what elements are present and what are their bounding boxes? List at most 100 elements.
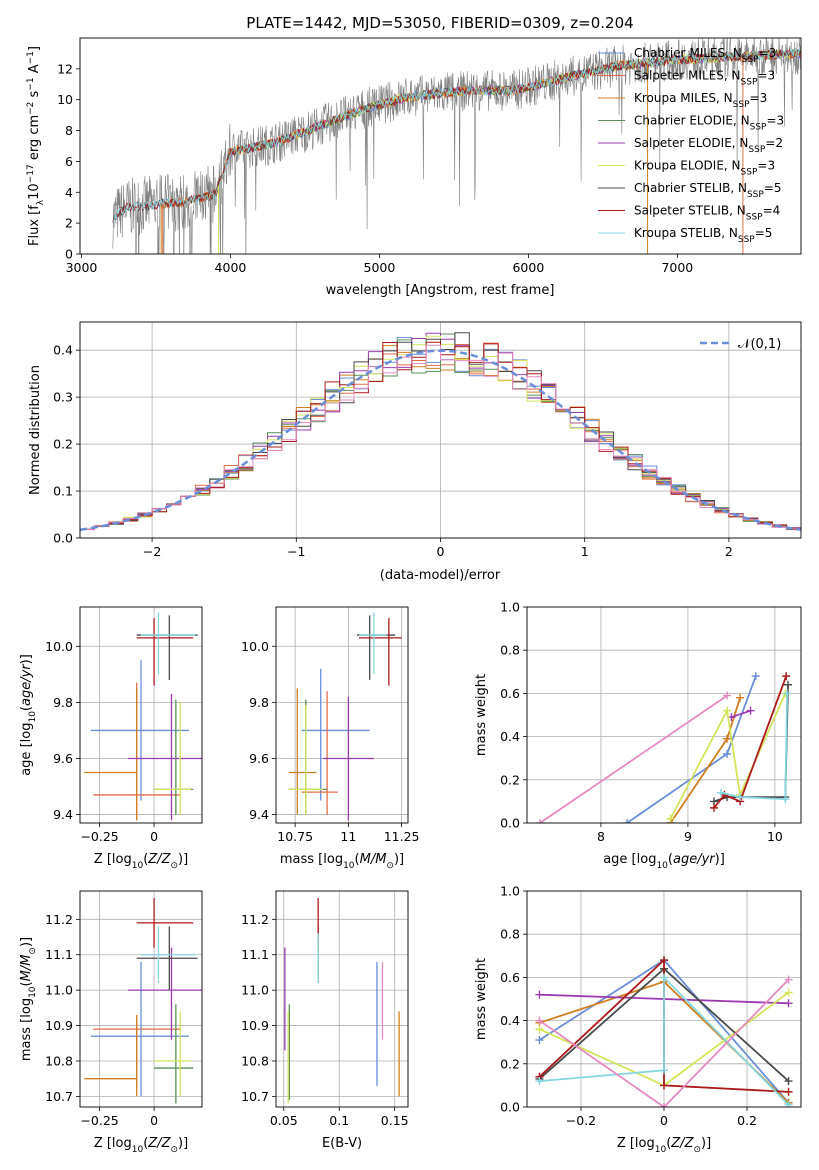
x-tick-label: 0 xyxy=(150,829,158,844)
y-tick-label: 0.1 xyxy=(53,484,73,499)
axes-frame xyxy=(79,321,802,539)
y-tick-label: 0.4 xyxy=(500,1013,520,1028)
x-axis-label: wavelength [Angstrom, rest frame] xyxy=(326,283,555,298)
plus-marker xyxy=(784,988,793,997)
y-tick-label: 10.8 xyxy=(45,1053,73,1068)
mass-weight-vs-age-panel: 8 9 10 0.0 0.2 0.4 0.6 0.8 1.0 age [log10(age/yr)… xyxy=(474,600,802,871)
x-tick-label: −0.2 xyxy=(566,1113,596,1128)
plus-marker xyxy=(723,734,732,743)
y-axis-label: Normed distribution xyxy=(28,365,43,495)
y-tick-label: 0.3 xyxy=(53,390,73,405)
legend-entry: Chabrier STELIB, NSSP=5 xyxy=(634,181,782,200)
plus-marker xyxy=(535,1036,544,1045)
plus-marker xyxy=(660,973,668,982)
axes-frame xyxy=(79,890,203,1108)
spectrum-legend: Chabrier MILES, NSSP=3 Salpeter MILES, NS… xyxy=(598,46,784,245)
plus-marker xyxy=(736,693,745,702)
y-tick-label: 11.1 xyxy=(241,947,269,962)
mass-weight-line xyxy=(539,694,728,823)
mass-weight-line xyxy=(713,675,788,809)
y-tick-label: 0 xyxy=(65,247,73,262)
plus-marker xyxy=(784,1077,793,1086)
mass-weight-line xyxy=(539,975,790,1106)
plus-marker xyxy=(710,803,719,812)
spectrum-panel: 3000 4000 5000 6000 7000 0 2 4 6 8 10 12 wavelength … xyxy=(26,37,802,298)
x-tick-label: 8 xyxy=(597,829,605,844)
y-axis-label: mass [log10(M/M⊙)] xyxy=(19,937,38,1061)
x-axis-label: age [log10(age/yr)] xyxy=(603,852,725,871)
x-axis-label: Z [log10(Z/Z⊙)] xyxy=(94,852,188,871)
y-axis-label: Flux [fλ10−17 erg cm−2 s−1 A−1] xyxy=(26,46,46,246)
plus-marker xyxy=(782,672,791,681)
y-tick-label: 9.6 xyxy=(249,751,269,766)
y-tick-label: 10.9 xyxy=(241,1018,269,1033)
x-tick-label: 11.25 xyxy=(384,829,420,844)
plus-marker xyxy=(723,691,732,700)
plot-area-age-vs-Z xyxy=(84,612,202,821)
x-tick-label: −0.25 xyxy=(80,829,118,844)
plot-area-residuals xyxy=(80,332,801,532)
mass-vs-Z-panel: −0.25 0 10.7 10.8 10.9 11.0 11.1 11.2 Z [log10(Z… xyxy=(19,890,203,1155)
axes-frame xyxy=(79,37,802,255)
x-tick-label: 1 xyxy=(581,544,589,559)
y-tick-label: 0.4 xyxy=(53,343,73,358)
figure-title: PLATE=1442, MJD=53050, FIBERID=0309, z=0… xyxy=(246,14,633,32)
plus-marker xyxy=(784,1087,793,1096)
axes-frame xyxy=(79,606,203,824)
mass-vs-ebv-panel: 0.05 0.1 0.15 10.7 10.8 10.9 11.0 11.1 11.2 E(B-V… xyxy=(241,890,409,1151)
plus-marker xyxy=(784,1100,793,1107)
y-tick-label: 4 xyxy=(65,185,73,200)
x-tick-label: 0.15 xyxy=(381,1113,409,1128)
legend-entry: Chabrier ELODIE, NSSP=3 xyxy=(634,114,784,133)
x-axis-label: mass [log10(M/M⊙)] xyxy=(280,852,404,871)
y-tick-label: 1.0 xyxy=(500,600,520,615)
x-tick-label: 11 xyxy=(340,829,356,844)
plus-marker xyxy=(716,788,725,797)
x-tick-label: 0 xyxy=(660,1113,668,1128)
x-axis-label: E(B-V) xyxy=(322,1136,362,1151)
plus-marker xyxy=(536,819,545,823)
y-tick-label: 12 xyxy=(57,61,73,76)
legend-entry: Salpeter MILES, NSSP=3 xyxy=(634,69,775,88)
x-axis-label: Z [log10(Z/Z⊙)] xyxy=(94,1136,188,1155)
y-tick-label: 8 xyxy=(65,123,73,138)
y-tick-label: 0.8 xyxy=(500,927,520,942)
legend-entry: Kroupa MILES, NSSP=3 xyxy=(634,91,767,110)
legend-entry: Kroupa STELIB, NSSP=5 xyxy=(634,226,772,245)
y-tick-label: 10.9 xyxy=(45,1018,73,1033)
plot-area-mass-vs-ebv xyxy=(284,898,400,1104)
x-tick-label: 0.05 xyxy=(270,1113,298,1128)
y-axis-label: mass weight xyxy=(474,674,489,756)
plus-marker xyxy=(723,749,732,758)
axes-frame xyxy=(526,606,802,824)
y-tick-label: 9.8 xyxy=(249,695,269,710)
x-axis-label: Z [log10(Z/Z⊙)] xyxy=(617,1136,711,1155)
plus-marker xyxy=(535,1077,544,1086)
x-tick-label: 4000 xyxy=(215,260,247,275)
y-tick-label: 10.7 xyxy=(241,1089,269,1104)
plus-marker xyxy=(783,689,792,698)
plot-area-mass-weight-vs-Z xyxy=(535,956,793,1107)
x-tick-label: 0 xyxy=(437,544,445,559)
plus-marker xyxy=(535,1025,544,1034)
plot-area-spectrum xyxy=(112,38,801,254)
plus-marker xyxy=(784,999,793,1008)
plus-marker xyxy=(666,814,675,823)
y-axis-label: age [log10(age/yr)] xyxy=(19,654,38,776)
y-tick-label: 11.1 xyxy=(45,947,73,962)
y-tick-label: 10.0 xyxy=(45,639,73,654)
y-tick-label: 0.6 xyxy=(500,970,520,985)
model-line-salpeter-stelib xyxy=(112,48,801,224)
x-tick-label: −1 xyxy=(287,544,305,559)
mass-weight-line xyxy=(538,978,790,1107)
residuals-panel: −2 −1 0 1 2 0.0 0.1 0.2 0.3 0.4 (data-model)/error… xyxy=(28,321,802,583)
plus-marker xyxy=(623,819,632,823)
legend-entry: 𝒩(0,1) xyxy=(738,337,781,352)
legend-entry: Chabrier MILES, NSSP=3 xyxy=(634,46,776,65)
axes-frame xyxy=(526,890,802,1108)
x-tick-label: 9 xyxy=(684,829,692,844)
y-tick-label: 9.4 xyxy=(249,807,269,822)
normal-reference-curve xyxy=(80,349,801,532)
axes-frame xyxy=(275,606,409,824)
